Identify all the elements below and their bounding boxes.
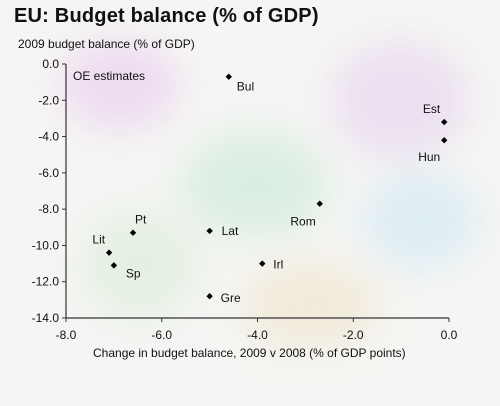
data-point: [441, 137, 448, 144]
data-point: [259, 260, 266, 267]
y-tick-label: 0.0: [42, 57, 59, 71]
data-point: [105, 249, 113, 256]
x-tick-label: -6.0: [151, 328, 172, 342]
axes: [62, 63, 450, 322]
data-point: [225, 73, 232, 80]
data-point: [206, 293, 213, 300]
point-label: Sp: [126, 266, 141, 280]
y-tick-label: -10.0: [32, 238, 60, 252]
data-points: [105, 73, 448, 300]
y-tick-label: -4.0: [38, 130, 59, 144]
point-label: Lit: [92, 233, 105, 247]
point-label: Hun: [418, 150, 440, 164]
point-label: Bul: [237, 80, 254, 94]
y-axis-label: 2009 budget balance (% of GDP): [18, 37, 195, 51]
data-point: [110, 262, 118, 269]
point-label: Irl: [273, 258, 283, 272]
y-tick-label: -2.0: [38, 93, 59, 107]
point-label: Lat: [222, 224, 239, 238]
x-tick-label: -4.0: [247, 328, 268, 342]
x-tick-label: -8.0: [56, 328, 77, 342]
y-tick-label: -14.0: [32, 311, 60, 325]
tick-labels: 0.0 -2.0 -4.0 -6.0 -8.0 -10.0 -12.0 -14.0 -8.0 -6…: [32, 57, 458, 342]
point-label: Est: [423, 102, 441, 116]
x-tick-label: 0.0: [441, 328, 458, 342]
data-point: [441, 118, 448, 126]
y-tick-label: -8.0: [38, 202, 59, 216]
data-point: [129, 229, 137, 236]
point-label: Rom: [290, 215, 315, 229]
point-label: Pt: [135, 213, 147, 227]
point-labels: Bul Est Hun Rom Pt Lat Lit Sp Irl Gre: [92, 80, 440, 306]
chart-title: EU: Budget balance (% of GDP): [14, 5, 319, 27]
y-tick-label: -12.0: [32, 275, 60, 289]
point-label: Gre: [221, 291, 241, 305]
data-point: [316, 200, 323, 207]
y-tick-label: -6.0: [38, 166, 59, 180]
data-point: [206, 227, 213, 235]
annotation-text: OE estimates: [73, 69, 145, 83]
x-axis-label: Change in budget balance, 2009 v 2008 (%…: [93, 346, 406, 360]
x-tick-label: -2.0: [343, 328, 364, 342]
